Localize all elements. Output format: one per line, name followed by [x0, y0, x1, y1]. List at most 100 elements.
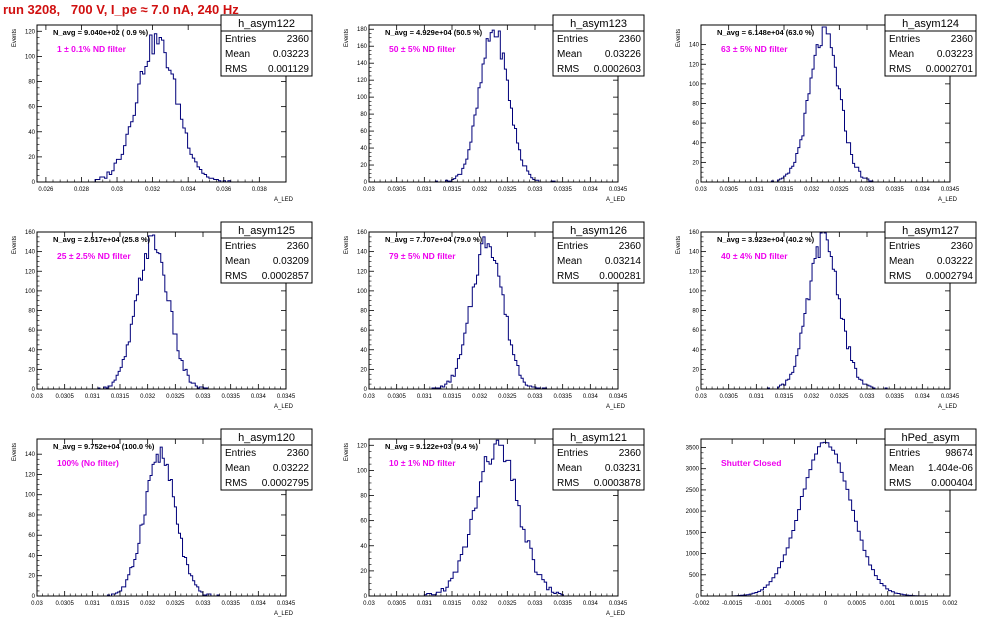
stats-key: Entries	[225, 448, 256, 459]
y-tick-label: 180	[357, 27, 368, 33]
n-avg-text: N_avg = 9.752e+04 (100.0 %)	[53, 442, 155, 451]
stats-key: RMS	[889, 271, 912, 282]
x-tick-label: -0.0015	[722, 601, 743, 607]
stats-value: 2360	[287, 34, 310, 45]
n-avg-text: N_avg = 4.929e+04 (50.5 %)	[385, 28, 483, 37]
x-tick-label: 0.0325	[830, 394, 849, 400]
stats-key: RMS	[889, 64, 912, 75]
y-tick-label: 120	[357, 269, 368, 275]
y-tick-label: 0	[364, 387, 368, 393]
stats-key: Entries	[225, 34, 256, 45]
x-tick-label: 0	[824, 601, 828, 607]
x-tick-label: 0.0335	[885, 187, 904, 193]
x-tick-label: 0.0345	[609, 187, 628, 193]
n-avg-text: N_avg = 9.040e+02 ( 0.9 %)	[53, 28, 149, 37]
x-tick-label: 0.0345	[277, 394, 296, 400]
y-tick-label: 120	[25, 269, 36, 275]
filter-note: Shutter Closed	[721, 458, 781, 468]
stats-value: 0.03222	[937, 256, 974, 267]
x-tick-label: 0.03	[363, 601, 375, 607]
x-tick-label: 0.0345	[609, 394, 628, 400]
histogram-panel-h_asym120: 0.03 0.0305 0.031 0.0315 0.032 0.0325 0.033 0.0…	[12, 428, 313, 617]
y-axis-label: Events	[12, 236, 18, 254]
stats-key: Mean	[889, 49, 914, 60]
histogram-name: h_asym124	[902, 18, 959, 30]
x-tick-label: 0.033	[195, 601, 211, 607]
y-tick-label: 100	[689, 289, 700, 295]
stats-key: Entries	[889, 241, 920, 252]
stats-box	[220, 14, 313, 77]
stats-key: RMS	[225, 64, 248, 75]
stats-key: Mean	[889, 463, 914, 474]
x-tick-label: 0.0305	[387, 601, 406, 607]
x-axis-label: A_LED	[606, 197, 626, 203]
x-tick-label: 0.034	[583, 187, 599, 193]
stats-box	[552, 428, 645, 491]
x-tick-label: 0.0305	[719, 187, 738, 193]
y-tick-label: 1000	[686, 552, 700, 558]
stats-box	[220, 428, 313, 491]
stats-value: 0.03231	[605, 463, 642, 474]
histogram-series-line	[766, 231, 890, 390]
x-tick-label: 0.034	[583, 601, 599, 607]
y-tick-label: 20	[28, 367, 35, 373]
histogram-name: h_asym127	[902, 225, 959, 237]
histogram-panel-h_asym124: 0.03 0.0305 0.031 0.0315 0.032 0.0325 0.033 0.0…	[676, 14, 977, 203]
y-tick-label: 2500	[686, 488, 700, 494]
histogram-series-line	[90, 33, 233, 183]
x-tick-label: 0.034	[251, 394, 267, 400]
x-tick-label: 0.0335	[221, 394, 240, 400]
y-tick-label: 40	[360, 348, 367, 354]
x-tick-label: 0.0315	[443, 187, 462, 193]
y-tick-label: 40	[360, 544, 367, 550]
n-avg-text: N_avg = 9.122e+03 (9.4 %)	[385, 442, 478, 451]
y-axis-label: Events	[676, 29, 682, 47]
y-tick-label: 80	[360, 309, 367, 315]
filter-note: 10 ± 1% ND filter	[389, 458, 456, 468]
x-axis-label: A_LED	[274, 404, 294, 410]
n-avg-text: N_avg = 3.923e+04 (40.2 %)	[717, 235, 815, 244]
y-axis-label: Events	[344, 236, 350, 254]
y-tick-label: 60	[692, 328, 699, 334]
y-tick-label: 140	[25, 250, 36, 256]
y-tick-label: 80	[692, 102, 699, 108]
y-tick-label: 120	[25, 472, 36, 478]
x-tick-label: 0.038	[252, 187, 268, 193]
y-tick-label: 20	[28, 574, 35, 580]
histogram-panel-h_asym125: 0.03 0.0305 0.031 0.0315 0.032 0.0325 0.033 0.0…	[12, 221, 313, 410]
stats-value: 0.03209	[273, 256, 310, 267]
y-tick-label: 80	[28, 513, 35, 519]
stats-value: 0.03214	[605, 256, 642, 267]
stats-key: Mean	[889, 256, 914, 267]
y-tick-label: 500	[689, 573, 700, 579]
y-tick-label: 140	[689, 250, 700, 256]
y-tick-label: 0	[32, 180, 36, 186]
stats-value: 98674	[945, 448, 973, 459]
y-tick-label: 80	[28, 309, 35, 315]
y-tick-label: 0	[364, 594, 368, 600]
y-tick-label: 140	[357, 61, 368, 67]
x-tick-label: 0.0315	[775, 187, 794, 193]
x-tick-label: 0.026	[38, 187, 54, 193]
stats-value: 0.000404	[931, 478, 973, 489]
filter-note: 79 ± 5% ND filter	[389, 251, 456, 261]
x-tick-label: 0.031	[417, 601, 433, 607]
x-tick-label: 0.032	[140, 601, 156, 607]
y-tick-label: 40	[28, 130, 35, 136]
stats-value: 2360	[619, 448, 642, 459]
histogram-panel-h_asym126: 0.03 0.0305 0.031 0.0315 0.032 0.0325 0.033 0.0…	[344, 221, 645, 410]
stats-value: 2360	[951, 34, 974, 45]
histogram-series-line	[97, 234, 220, 390]
x-tick-label: 0.034	[583, 394, 599, 400]
plot-frame	[36, 438, 287, 597]
x-tick-label: 0.032	[472, 187, 488, 193]
x-tick-label: 0.032	[472, 394, 488, 400]
x-tick-label: 0.03	[363, 187, 375, 193]
stats-key: Entries	[889, 448, 920, 459]
stats-value: 0.0002701	[926, 64, 974, 75]
stats-value: 0.03226	[605, 49, 642, 60]
y-tick-label: 20	[692, 367, 699, 373]
x-tick-label: 0.0325	[498, 601, 517, 607]
y-axis-label: Events	[344, 29, 350, 47]
